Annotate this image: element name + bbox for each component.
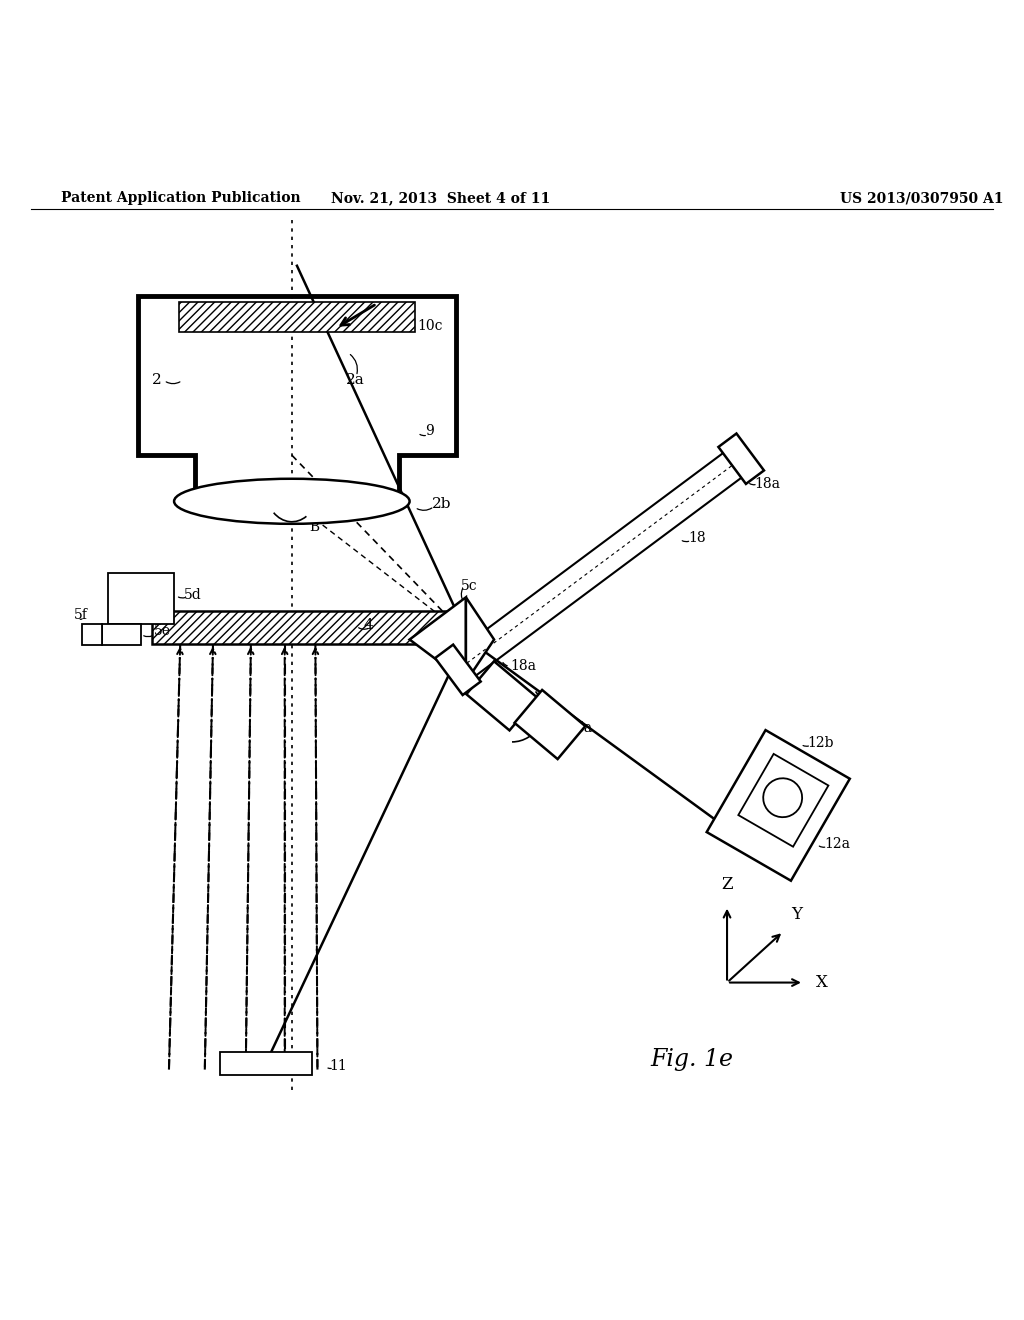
- Text: 12: 12: [737, 813, 755, 826]
- Polygon shape: [466, 597, 495, 681]
- Polygon shape: [719, 433, 764, 484]
- Text: 5c: 5c: [461, 579, 477, 594]
- Text: 5e: 5e: [154, 624, 171, 639]
- Text: 12a: 12a: [824, 837, 850, 851]
- Bar: [152, 611, 454, 644]
- Text: 2b: 2b: [432, 498, 452, 511]
- Text: 18: 18: [688, 531, 706, 545]
- Bar: [102, 624, 141, 644]
- Ellipse shape: [174, 479, 410, 524]
- Text: 5b: 5b: [520, 694, 538, 708]
- Text: Y: Y: [792, 906, 803, 923]
- Text: US 2013/0307950 A1: US 2013/0307950 A1: [840, 191, 1004, 205]
- Polygon shape: [410, 597, 466, 681]
- Bar: [179, 301, 415, 333]
- Polygon shape: [435, 644, 480, 696]
- Polygon shape: [738, 754, 828, 846]
- Text: 2: 2: [152, 372, 162, 387]
- Polygon shape: [138, 297, 456, 494]
- Text: 5a: 5a: [575, 721, 593, 735]
- Text: Z: Z: [721, 876, 733, 894]
- Text: 4: 4: [364, 618, 374, 632]
- Text: 18a: 18a: [510, 659, 536, 673]
- Text: 12b: 12b: [807, 737, 834, 750]
- Text: 18a: 18a: [755, 477, 780, 491]
- Text: Nov. 21, 2013  Sheet 4 of 11: Nov. 21, 2013 Sheet 4 of 11: [331, 191, 550, 205]
- Bar: [108, 573, 174, 624]
- Text: X: X: [816, 974, 828, 991]
- Text: 11: 11: [330, 1059, 347, 1073]
- Text: 5f: 5f: [74, 609, 88, 622]
- Polygon shape: [514, 690, 586, 759]
- Polygon shape: [466, 661, 538, 730]
- Text: B: B: [309, 520, 319, 535]
- Polygon shape: [707, 730, 850, 880]
- Text: Fig. 1e: Fig. 1e: [650, 1048, 733, 1071]
- Text: 9: 9: [425, 424, 434, 438]
- Bar: [220, 1052, 312, 1074]
- Text: 10c: 10c: [418, 319, 443, 333]
- Text: Patent Application Publication: Patent Application Publication: [61, 191, 301, 205]
- Text: 2a: 2a: [346, 372, 365, 387]
- Bar: [82, 624, 102, 644]
- Text: 5d: 5d: [184, 587, 202, 602]
- Ellipse shape: [763, 779, 802, 817]
